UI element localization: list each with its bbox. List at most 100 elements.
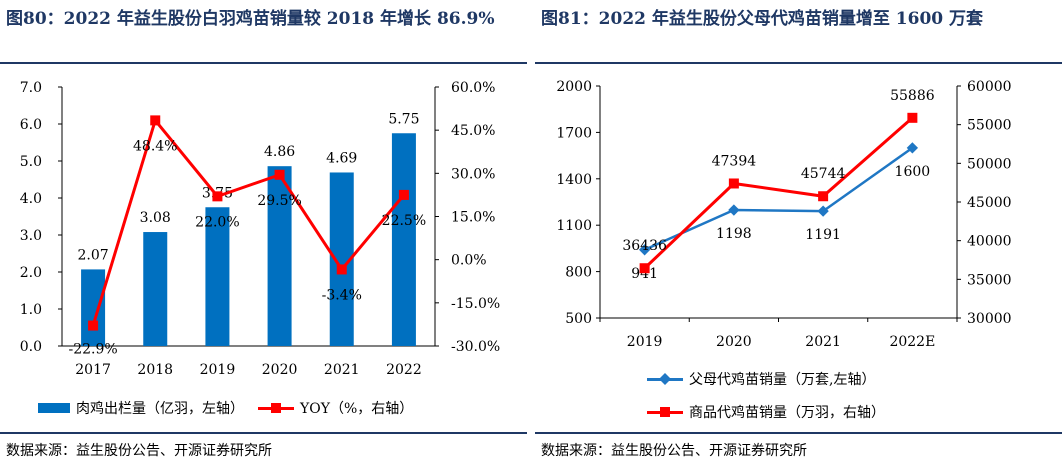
legend-yoy-swatch — [258, 403, 294, 413]
right-y-tick-label: -15.0% — [451, 296, 500, 312]
left-y-tick-label: 7.0 — [20, 80, 42, 96]
bar-meat-chicken-2020 — [267, 166, 292, 346]
yoy-point-2017 — [88, 320, 99, 331]
right-title-rule — [535, 62, 1062, 64]
yoy-point-2022 — [398, 189, 409, 200]
right-y-tick-label: 35000 — [967, 272, 1012, 288]
yoy-point-2020 — [274, 169, 285, 180]
bar-meat-chicken-2019 — [205, 207, 230, 346]
right-y-tick-label: 40000 — [967, 234, 1012, 250]
x-tick-label: 2017 — [75, 362, 111, 378]
left-y-tick-label: 1100 — [556, 218, 592, 234]
right-y-tick-label: 30000 — [967, 311, 1012, 327]
left-y-tick-label: 6.0 — [20, 117, 42, 133]
x-tick-label: 2021 — [324, 362, 360, 378]
legend-red-label: 商品代鸡苗销量（万羽，右轴） — [689, 405, 885, 421]
commercial-chick-value-label: 47394 — [712, 153, 757, 169]
left-figure-panel: 图80：2022 年益生股份白羽鸡苗销量较 2018 年增长 86.9% 0.0… — [0, 0, 527, 466]
yoy-point-2018 — [150, 115, 161, 126]
legend-bar-label: 肉鸡出栏量（亿羽，左轴） — [76, 401, 244, 417]
parent-stock-line — [644, 146, 914, 251]
commercial-chick-value-label: 55886 — [890, 88, 935, 104]
x-tick-label: 2020 — [716, 334, 752, 350]
right-y-tick-label: 60000 — [967, 79, 1012, 95]
commercial-chick-line — [643, 116, 914, 270]
bar-value-label: 2.07 — [77, 247, 108, 263]
right-source-note: 数据来源：益生股份公告、开源证券研究所 — [541, 443, 807, 459]
bar-value-label: 4.69 — [326, 150, 357, 166]
bar-value-label: 4.86 — [264, 144, 295, 160]
right-source-rule — [535, 432, 1062, 434]
left-y-tick-label: 500 — [565, 311, 592, 327]
commercial-chick-point-2021 — [818, 191, 829, 202]
x-tick-label: 2021 — [805, 334, 841, 350]
commercial-chick-point-2019 — [639, 263, 650, 274]
x-tick-label: 2019 — [200, 362, 236, 378]
x-tick-label: 2022E — [889, 334, 935, 350]
yoy-line — [91, 117, 406, 327]
legend-red-swatch — [647, 407, 683, 417]
right-y-tick-label: 0.0% — [451, 253, 487, 269]
parent-stock-value-label: 1191 — [805, 227, 841, 243]
parent-stock-value-label: 1600 — [895, 164, 931, 180]
legend-blue-swatch — [647, 372, 683, 386]
right-figure-panel: 图81：2022 年益生股份父母代鸡苗销量增至 1600 万套 500 800 11… — [535, 0, 1062, 466]
left-y-tick-label: 4.0 — [20, 191, 42, 207]
left-y-tick-label: 1400 — [556, 172, 592, 188]
bar-value-label: 5.75 — [388, 111, 419, 127]
right-figure-title: 图81：2022 年益生股份父母代鸡苗销量增至 1600 万套 — [541, 9, 984, 29]
legend-yoy-label: YOY（%，右轴） — [300, 401, 414, 417]
yoy-value-label: 22.5% — [382, 213, 426, 229]
right-legend-red: 商品代鸡苗销量（万羽，右轴） — [647, 402, 885, 422]
right-chart: 500 800 1100 1400 1700 2000 30000 35000 40000 450… — [556, 79, 1012, 350]
yoy-value-label: 22.0% — [195, 214, 239, 230]
yoy-value-label: 48.4% — [133, 138, 177, 154]
left-figure-title: 图80：2022 年益生股份白羽鸡苗销量较 2018 年增长 86.9% — [6, 9, 495, 29]
left-source-rule — [0, 432, 527, 434]
commercial-chick-point-2022E — [907, 112, 918, 123]
commercial-chick-value-label: 45744 — [801, 166, 846, 182]
right-y-tick-label: 45000 — [967, 195, 1012, 211]
legend-blue-label: 父母代鸡苗销量（万套,左轴） — [689, 372, 876, 388]
commercial-chick-point-2020 — [728, 178, 739, 189]
left-y-tick-label: 0.0 — [20, 339, 42, 355]
right-y-tick-label: 60.0% — [451, 80, 495, 96]
bar-meat-chicken-2017 — [81, 269, 106, 346]
legend-bar-swatch — [38, 403, 70, 413]
bar-meat-chicken-2022 — [391, 133, 416, 346]
left-y-tick-label: 2.0 — [20, 265, 42, 281]
commercial-chick-value-label: 36436 — [622, 238, 667, 254]
right-y-tick-label: 45.0% — [451, 123, 495, 139]
right-y-tick-label: 50000 — [967, 156, 1012, 172]
right-y-tick-label: -30.0% — [451, 339, 500, 355]
parent-stock-point-2021 — [817, 205, 829, 217]
left-source-note: 数据来源：益生股份公告、开源证券研究所 — [6, 443, 272, 459]
right-legend-blue: 父母代鸡苗销量（万套,左轴） — [647, 369, 875, 389]
right-y-tick-label: 30.0% — [451, 166, 495, 182]
yoy-value-label: -22.9% — [68, 342, 117, 358]
right-y-tick-label: 55000 — [967, 118, 1012, 134]
parent-stock-point-2020 — [728, 204, 740, 216]
bar-meat-chicken-2018 — [143, 232, 168, 346]
parent-stock-point-2022E — [906, 142, 919, 154]
yoy-point-2021 — [336, 264, 347, 275]
left-y-tick-label: 1700 — [556, 125, 592, 141]
yoy-point-2019 — [212, 191, 223, 202]
right-y-tick-label: 15.0% — [451, 210, 495, 226]
x-tick-label: 2019 — [627, 334, 663, 350]
left-y-tick-label: 800 — [565, 265, 592, 281]
left-y-tick-label: 5.0 — [20, 154, 42, 170]
left-chart: 0.0 1.0 2.0 3.0 4.0 5.0 6.0 7.0 -30.0% -15.0% 0.0%… — [20, 80, 500, 378]
left-y-tick-label: 2000 — [556, 79, 592, 95]
parent-stock-value-label: 1198 — [716, 226, 752, 242]
x-tick-label: 2020 — [262, 362, 298, 378]
left-title-rule — [0, 62, 527, 64]
parent-stock-value-label: 941 — [631, 266, 658, 282]
left-y-tick-label: 3.0 — [20, 228, 42, 244]
bar-value-label: 3.08 — [140, 210, 171, 226]
left-legend: 肉鸡出栏量（亿羽，左轴） YOY（%，右轴） — [38, 398, 413, 418]
left-y-tick-label: 1.0 — [20, 302, 42, 318]
x-tick-label: 2022 — [386, 362, 422, 378]
yoy-value-label: 29.5% — [257, 193, 301, 209]
yoy-value-label: -3.4% — [322, 287, 362, 303]
